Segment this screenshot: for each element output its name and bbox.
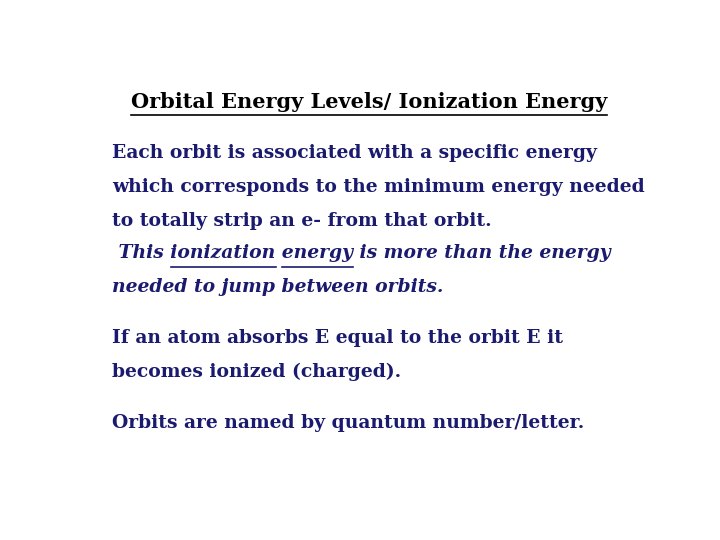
Text: Orbital Energy Levels/ Ionization Energy: Orbital Energy Levels/ Ionization Energy [131,92,607,112]
Text: which corresponds to the minimum energy needed: which corresponds to the minimum energy … [112,178,645,196]
Text: Each orbit is associated with a specific energy: Each orbit is associated with a specific… [112,144,598,162]
Text: This ionization energy is more than the energy: This ionization energy is more than the … [112,244,611,262]
Text: Orbits are named by quantum number/letter.: Orbits are named by quantum number/lette… [112,414,585,431]
Text: needed to jump between orbits.: needed to jump between orbits. [112,278,444,296]
Text: If an atom absorbs E equal to the orbit E it: If an atom absorbs E equal to the orbit … [112,329,563,347]
Text: to totally strip an e- from that orbit.: to totally strip an e- from that orbit. [112,212,492,230]
Text: becomes ionized (charged).: becomes ionized (charged). [112,363,402,381]
